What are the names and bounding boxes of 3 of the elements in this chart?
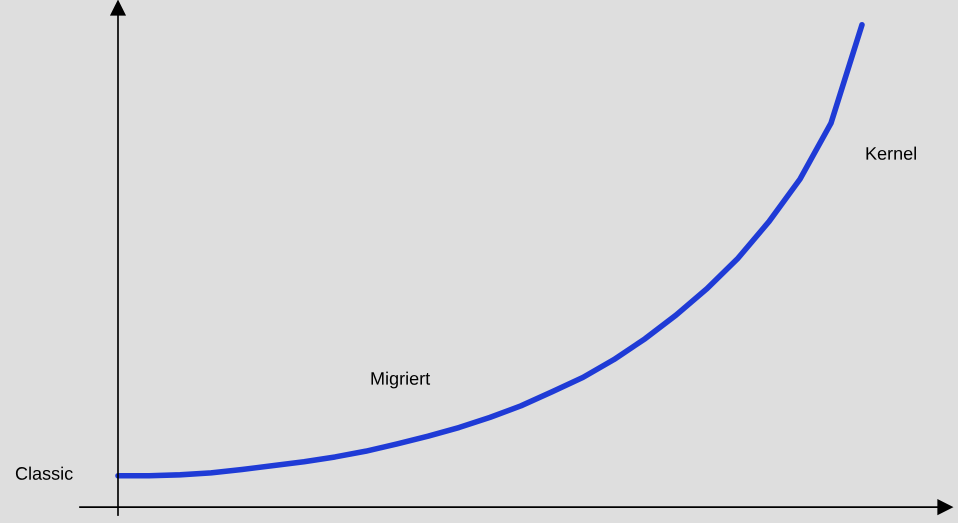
- annotation: Kernel: [866, 146, 916, 160]
- annotation: Migriert: [371, 372, 430, 388]
- text: Classic: [16, 466, 73, 480]
